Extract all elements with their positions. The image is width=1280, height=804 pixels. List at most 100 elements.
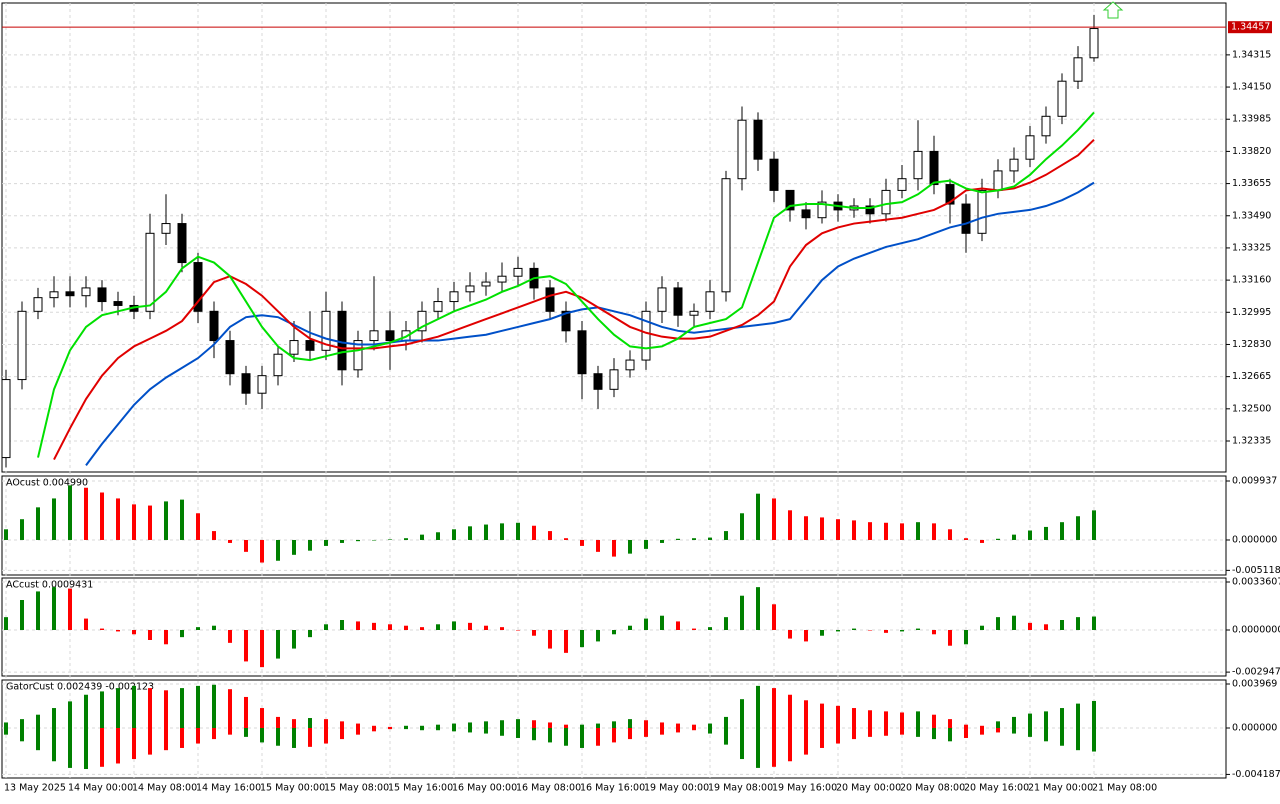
candle-body — [385, 330, 395, 342]
histogram-bar — [164, 630, 168, 645]
histogram-bar — [164, 501, 168, 540]
histogram-bar — [548, 722, 552, 729]
histogram-bar — [196, 728, 200, 744]
candle-body — [97, 287, 107, 303]
histogram-bar — [692, 724, 696, 729]
histogram-bar — [196, 685, 200, 729]
y-tick-label: 0.003969 — [1232, 679, 1277, 690]
x-tick-label: 15 May 08:00 — [324, 783, 389, 794]
histogram-bar — [436, 532, 440, 540]
histogram-bar — [804, 728, 808, 755]
histogram-bar — [292, 539, 296, 555]
histogram-bar — [676, 723, 680, 729]
candle-body — [481, 281, 491, 287]
candle-body — [33, 297, 43, 312]
candle-body — [1041, 115, 1051, 137]
histogram-bar — [372, 622, 376, 630]
candle-body — [897, 178, 907, 191]
histogram-bar — [52, 498, 56, 540]
x-tick-label: 14 May 08:00 — [132, 783, 197, 794]
histogram-bar — [436, 728, 440, 731]
histogram-bar — [868, 710, 872, 729]
histogram-bar — [1060, 620, 1064, 630]
histogram-bar — [612, 630, 616, 635]
pane-title: GatorCust 0.002439 -0.002123 — [6, 682, 154, 693]
histogram-bar — [100, 728, 104, 767]
histogram-bar — [132, 504, 136, 540]
histogram-bar — [420, 534, 424, 540]
candle-body — [1089, 28, 1099, 59]
histogram-bar — [228, 728, 232, 735]
histogram-bar — [484, 524, 488, 540]
candle-body — [113, 301, 123, 306]
histogram-bar — [68, 588, 72, 630]
candle-body — [929, 150, 939, 186]
histogram-bar — [196, 627, 200, 630]
histogram-bar — [228, 689, 232, 729]
histogram-bar — [68, 701, 72, 729]
histogram-bar — [868, 630, 872, 631]
histogram-bar — [788, 728, 792, 762]
histogram-bar — [180, 630, 184, 638]
histogram-bar — [1076, 617, 1080, 630]
candle-body — [465, 285, 475, 293]
candle-body — [625, 359, 635, 371]
signal-arrow — [1102, 1, 1124, 19]
histogram-bar — [500, 720, 504, 729]
histogram-bar — [884, 522, 888, 540]
ma-line — [37, 111, 1095, 458]
histogram-bar — [980, 539, 984, 543]
x-tick-label: 15 May 00:00 — [260, 783, 325, 794]
x-tick-label: 20 May 08:00 — [900, 783, 965, 794]
histogram-bar — [452, 621, 456, 630]
histogram-bar — [468, 622, 472, 630]
histogram-bar — [484, 728, 488, 734]
x-tick-label: 16 May 16:00 — [580, 783, 645, 794]
histogram-bar — [852, 628, 856, 630]
histogram-bar — [452, 728, 456, 732]
histogram-bar — [852, 520, 856, 540]
histogram-bar — [1028, 713, 1032, 729]
histogram-bar — [36, 591, 40, 630]
histogram-bar — [20, 728, 24, 742]
x-tick-label: 19 May 08:00 — [708, 783, 773, 794]
histogram-bar — [708, 537, 712, 540]
candle-body — [689, 310, 699, 316]
current-price-label: 1.34457 — [1231, 22, 1270, 33]
histogram-bar — [4, 728, 8, 735]
histogram-bar — [884, 711, 888, 729]
candle-body — [705, 291, 715, 312]
histogram-bar — [804, 700, 808, 729]
histogram-bar — [1076, 728, 1080, 751]
histogram-bar — [964, 724, 968, 729]
y-tick-label: -0.0029477 — [1232, 667, 1280, 678]
histogram-bar — [1092, 728, 1096, 752]
histogram-bar — [1028, 530, 1032, 540]
histogram-bar — [676, 621, 680, 630]
histogram-bar — [404, 625, 408, 630]
histogram-bar — [244, 728, 248, 737]
x-tick-label: 19 May 00:00 — [644, 783, 709, 794]
histogram-bar — [116, 688, 120, 729]
histogram-bar — [724, 716, 728, 729]
histogram-bar — [548, 728, 552, 743]
histogram-bar — [644, 728, 648, 737]
y-tick-label: 1.33490 — [1232, 210, 1271, 221]
histogram-bar — [644, 618, 648, 630]
histogram-bar — [308, 718, 312, 729]
candle-body — [817, 201, 827, 219]
histogram-bar — [244, 539, 248, 552]
y-tick-label: 1.32335 — [1232, 435, 1271, 446]
histogram-bar — [1012, 728, 1016, 734]
histogram-bar — [660, 539, 664, 543]
histogram-bar — [84, 728, 88, 770]
histogram-bar — [884, 630, 888, 633]
histogram-bar — [180, 688, 184, 729]
histogram-bar — [676, 728, 680, 733]
price-pane — [1, 2, 1227, 473]
histogram-bar — [740, 595, 744, 630]
histogram-bar — [116, 728, 120, 764]
y-tick-label: 0.000000 — [1232, 723, 1277, 734]
histogram-bar — [404, 728, 408, 730]
histogram-bar — [564, 728, 568, 746]
